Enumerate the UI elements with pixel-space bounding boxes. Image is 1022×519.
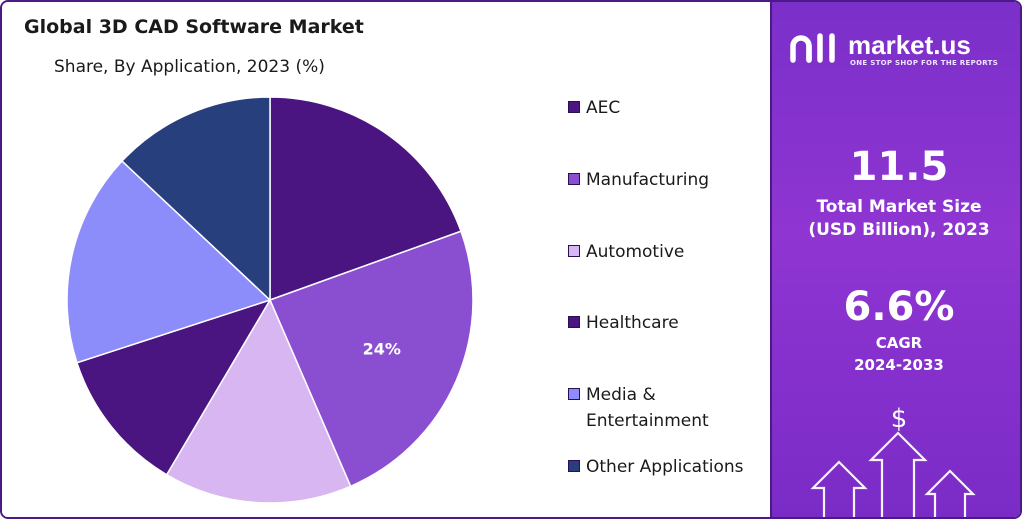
legend-swatch-aec — [568, 101, 580, 113]
legend-label-healthcare: Healthcare — [586, 310, 761, 336]
cagr-label: CAGR 2024-2033 — [772, 332, 1020, 376]
legend-label-other-applications: Other Applications — [586, 454, 761, 480]
brand-tagline: ONE STOP SHOP FOR THE REPORTS — [850, 59, 999, 67]
legend-item-manufacturing: Manufacturing — [568, 167, 761, 193]
brand-name: market.us — [848, 30, 971, 60]
market-size-value: 11.5 — [849, 144, 949, 190]
market-size-label: Total Market Size (USD Billion), 2023 — [772, 196, 1020, 242]
pie-slice-manufacturing — [268, 230, 474, 488]
pie-slice-aec — [269, 96, 462, 302]
legend-label-manufacturing-text: Manufacturing — [586, 170, 710, 190]
legend-swatch-manufacturing — [568, 173, 580, 185]
pie-data-label: 24% — [363, 339, 401, 358]
arrow-right — [924, 469, 976, 517]
market-size-label-line-1: Total Market Size — [816, 197, 982, 217]
pie-chart: 24% — [66, 96, 474, 504]
legend-item-media-entertainment: Media & Entertainment — [568, 382, 761, 434]
pie-slice-healthcare — [75, 298, 272, 476]
legend-item-automotive: Automotive — [568, 239, 761, 265]
cagr-label-line-2: 2024-2033 — [854, 356, 944, 374]
stats-panel: market.us ONE STOP SHOP FOR THE REPORTS … — [770, 2, 1020, 517]
chart-subtitle: Share, By Application, 2023 (%) — [54, 57, 325, 77]
legend-label-other-applications-text: Other Applications — [586, 457, 744, 477]
chart-title: Global 3D CAD Software Market — [24, 16, 364, 38]
legend-label-aec: AEC — [586, 95, 761, 121]
cagr-value: 6.6% — [843, 284, 955, 330]
brand: market.us ONE STOP SHOP FOR THE REPORTS — [788, 28, 1018, 68]
chart-panel: 24% Global 3D CAD Software Market Share,… — [2, 2, 770, 517]
legend-swatch-media-entertainment — [568, 388, 580, 400]
legend-swatch-automotive — [568, 245, 580, 257]
arrow-center — [868, 431, 928, 517]
legend-label-automotive-text: Automotive — [586, 242, 685, 262]
legend-label-media-entertainment: Media & Entertainment — [586, 382, 761, 434]
legend-label-manufacturing: Manufacturing — [586, 167, 761, 193]
legend-swatch-other-applications — [568, 460, 580, 472]
pie-slice-other-applications — [120, 96, 271, 302]
legend-label-media-line-2: Entertainment — [586, 411, 709, 431]
chart-legend: AEC Manufacturing Automotive Healthcare — [568, 2, 768, 517]
legend-label-automotive: Automotive — [586, 239, 761, 265]
dollar-icon: $ — [890, 404, 908, 434]
legend-item-healthcare: Healthcare — [568, 310, 761, 336]
market-size-label-line-2: (USD Billion), 2023 — [808, 220, 990, 240]
legend-item-aec: AEC — [568, 95, 761, 121]
legend-label-healthcare-text: Healthcare — [586, 313, 679, 333]
legend-item-other-applications: Other Applications — [568, 454, 761, 480]
pie-slice-media-entertainment — [66, 159, 272, 364]
pie-slice-automotive — [165, 298, 352, 504]
legend-label-media-line-1: Media & — [586, 385, 656, 405]
market-us-logo-icon — [790, 33, 835, 63]
cagr-label-line-1: CAGR — [875, 334, 923, 352]
arrow-left — [810, 460, 868, 517]
legend-label-aec-text: AEC — [586, 98, 621, 118]
legend-swatch-healthcare — [568, 316, 580, 328]
up-arrows-icon — [810, 431, 976, 517]
